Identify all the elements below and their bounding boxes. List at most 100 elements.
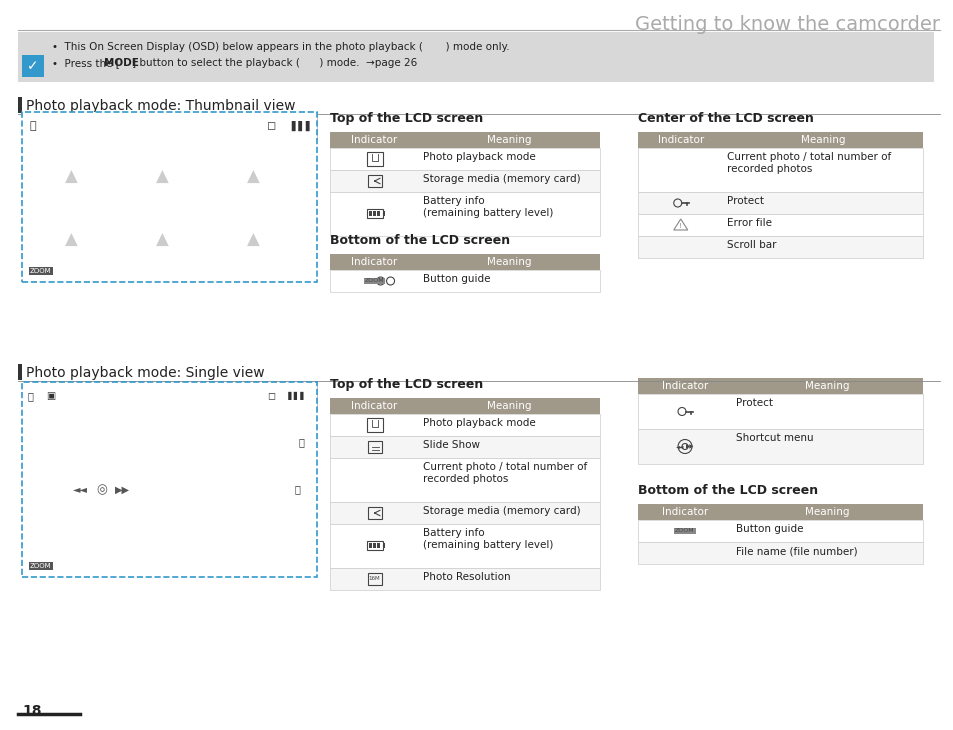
Text: Indicator: Indicator — [661, 507, 707, 517]
Bar — [330, 254, 599, 270]
Bar — [638, 192, 923, 214]
Text: ZOOM: ZOOM — [364, 279, 384, 283]
Circle shape — [87, 474, 117, 504]
Text: Getting to know the camcorder: Getting to know the camcorder — [635, 15, 939, 34]
Bar — [376, 211, 379, 216]
Text: Top of the LCD screen: Top of the LCD screen — [330, 378, 483, 391]
Bar — [18, 97, 22, 113]
Text: Shortcut menu: Shortcut menu — [736, 433, 813, 443]
Text: •  Press the [: • Press the [ — [52, 58, 120, 68]
Bar — [22, 55, 44, 77]
Bar — [638, 378, 923, 394]
Text: !: ! — [679, 223, 681, 229]
Bar — [209, 210, 296, 270]
Bar — [22, 112, 316, 140]
Text: Indicator: Indicator — [661, 381, 707, 391]
Bar — [330, 270, 599, 292]
Text: Meaning: Meaning — [804, 381, 849, 391]
Bar — [367, 573, 381, 585]
Text: ✓: ✓ — [27, 59, 39, 73]
Bar — [376, 543, 379, 548]
Text: Meaning: Meaning — [801, 135, 844, 145]
Bar — [638, 429, 923, 464]
Text: MODE: MODE — [104, 58, 139, 68]
Bar — [18, 32, 933, 82]
Bar — [330, 414, 599, 436]
Text: 16M: 16M — [369, 577, 380, 582]
Bar — [366, 209, 382, 218]
Bar — [330, 148, 599, 170]
Text: ▶▶: ▶▶ — [685, 444, 694, 449]
Text: Storage media (memory card): Storage media (memory card) — [423, 174, 580, 184]
Bar — [368, 211, 371, 216]
Bar — [118, 147, 206, 207]
Text: Bottom of the LCD screen: Bottom of the LCD screen — [330, 234, 510, 247]
Text: ZOOM: ZOOM — [30, 268, 51, 274]
Text: ▲: ▲ — [247, 168, 259, 186]
Text: Scroll bar: Scroll bar — [727, 240, 776, 250]
Bar — [330, 170, 599, 192]
Text: Indicator: Indicator — [351, 257, 397, 267]
Bar — [367, 507, 381, 519]
Bar — [330, 458, 599, 502]
Text: 🔢: 🔢 — [297, 437, 304, 447]
Bar — [638, 520, 923, 542]
Bar — [638, 132, 923, 148]
Text: ▲: ▲ — [247, 231, 259, 249]
Text: 🔑: 🔑 — [294, 485, 299, 494]
Bar — [638, 214, 923, 236]
Text: Meaning: Meaning — [487, 257, 531, 267]
Bar — [366, 152, 382, 166]
Bar — [382, 211, 384, 216]
Text: Top of the LCD screen: Top of the LCD screen — [330, 112, 483, 125]
Bar — [638, 236, 923, 258]
Text: Photo playback mode: Photo playback mode — [423, 418, 536, 428]
Text: ◄◄: ◄◄ — [675, 444, 683, 449]
Bar — [373, 211, 375, 216]
Text: 18: 18 — [22, 704, 42, 718]
Text: Meaning: Meaning — [487, 135, 531, 145]
Text: Meaning: Meaning — [487, 401, 531, 411]
Bar — [118, 210, 206, 270]
Text: Battery info
(remaining battery level): Battery info (remaining battery level) — [423, 528, 553, 550]
Bar — [373, 543, 375, 548]
Text: Protect: Protect — [736, 398, 772, 408]
Text: ◻: ◻ — [267, 121, 276, 131]
Text: Photo Resolution: Photo Resolution — [423, 572, 510, 582]
Text: Indicator: Indicator — [351, 401, 397, 411]
Text: Current photo / total number of
recorded photos: Current photo / total number of recorded… — [727, 152, 891, 174]
Bar — [209, 147, 296, 207]
Text: ▐▐▐: ▐▐▐ — [285, 391, 304, 401]
Text: Button guide: Button guide — [423, 274, 490, 284]
Circle shape — [67, 455, 137, 524]
Bar — [330, 398, 599, 414]
Bar — [368, 543, 371, 548]
Bar — [366, 418, 382, 432]
Text: Button guide: Button guide — [736, 524, 802, 534]
Text: ▲: ▲ — [155, 168, 168, 186]
Bar — [638, 148, 923, 192]
Text: ▲: ▲ — [65, 168, 77, 186]
Text: Bottom of the LCD screen: Bottom of the LCD screen — [638, 484, 818, 497]
Bar — [330, 192, 599, 236]
Bar — [18, 364, 22, 380]
Text: Photo playback mode: Single view: Photo playback mode: Single view — [26, 366, 264, 380]
Text: ◎  ◎: ◎ ◎ — [157, 266, 181, 276]
Text: File name (file number): File name (file number) — [736, 546, 857, 556]
Bar — [638, 504, 923, 520]
Text: ZOOM: ZOOM — [30, 563, 51, 569]
Bar — [22, 382, 316, 410]
Text: •  This On Screen Display (OSD) below appears in the photo playback (       ) mo: • This On Screen Display (OSD) below app… — [52, 42, 509, 52]
Text: ▶▶: ▶▶ — [114, 485, 130, 494]
Text: ▣: ▣ — [46, 391, 55, 401]
Text: Indicator: Indicator — [657, 135, 703, 145]
Bar — [27, 210, 115, 270]
Bar — [330, 436, 599, 458]
Bar — [366, 541, 382, 550]
Text: ◎: ◎ — [96, 483, 108, 496]
Bar — [330, 524, 599, 568]
Text: ◻: ◻ — [267, 391, 274, 401]
Text: Photo playback mode: Photo playback mode — [423, 152, 536, 162]
Text: Battery info
(remaining battery level): Battery info (remaining battery level) — [423, 196, 553, 218]
Bar — [382, 543, 384, 548]
